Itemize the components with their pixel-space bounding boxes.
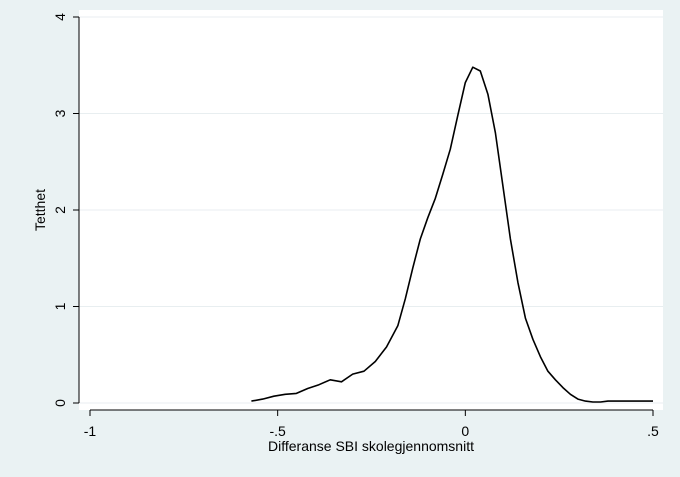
x-axis-ticks: -1 -.5 0 .5 (84, 410, 659, 439)
x-tick-label: -.5 (269, 423, 286, 439)
x-tick-label: 0 (461, 423, 469, 439)
x-tick-label: -1 (84, 423, 97, 439)
x-tick-label: .5 (647, 423, 659, 439)
series-lines (251, 66, 653, 403)
y-tick-label: 3 (52, 109, 68, 117)
density-line (251, 66, 653, 403)
x-axis-label: Differanse SBI skolegjennomsnitt (268, 438, 474, 454)
y-tick-label: 0 (52, 399, 68, 407)
y-axis-ticks: 0 1 2 3 4 (52, 13, 79, 407)
grid-lines (79, 16, 663, 404)
y-tick-label: 2 (52, 206, 68, 214)
y-tick-label: 4 (52, 13, 68, 21)
y-axis-label: Tetthet (32, 189, 48, 231)
y-tick-label: 1 (52, 302, 68, 310)
